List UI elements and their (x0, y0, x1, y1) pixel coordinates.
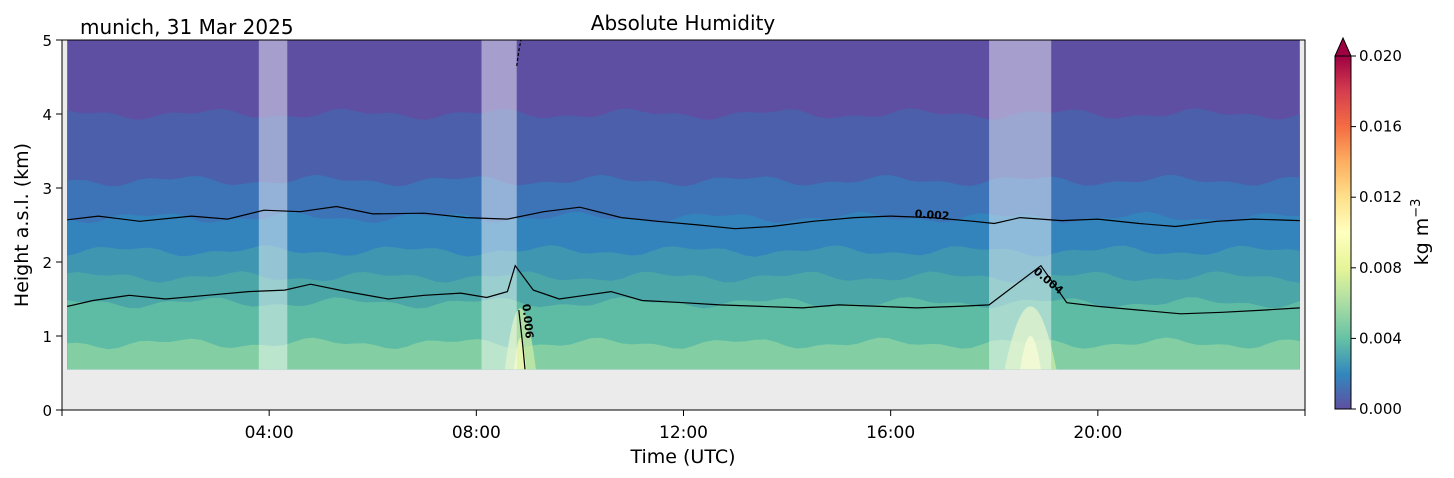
contour-line (516, 40, 522, 66)
y-axis-label: Height a.s.l. (km) (11, 143, 33, 307)
gap-band (481, 40, 517, 370)
gap-bands (258, 40, 1052, 370)
humidity-level-band (67, 337, 1300, 370)
colorbar-tick-label: 0.016 (1359, 118, 1402, 136)
y-axis-ticks: 0 1 2 3 4 5 (42, 32, 62, 420)
x-tick-label: 04:00 (245, 423, 294, 443)
gap-band (258, 40, 288, 370)
y-tick-label: 1 (42, 328, 52, 346)
colorbar-label-exponent: −3 (1409, 199, 1424, 218)
contour-line (67, 264, 1300, 315)
colorbar-tick-label: 0.000 (1359, 400, 1402, 418)
humidity-levels (67, 40, 1300, 370)
moist-plume-core (1020, 336, 1041, 370)
x-tick-label: 08:00 (452, 423, 501, 443)
y-tick-label: 3 (42, 180, 52, 198)
colorbar-ticks: 0.000 0.004 0.008 0.012 0.016 0.020 (1351, 47, 1402, 418)
x-tick-label: 16:00 (866, 423, 915, 443)
colorbar-tick-label: 0.020 (1359, 47, 1402, 65)
x-tick-label: 20:00 (1073, 423, 1122, 443)
gap-band (989, 40, 1052, 370)
contour-line (518, 310, 526, 370)
colorbar-extend-arrow (1334, 36, 1352, 57)
chart-title: Absolute Humidity (591, 11, 776, 35)
y-tick-label: 0 (42, 402, 52, 420)
y-tick-label: 4 (42, 106, 52, 124)
y-tick-label: 5 (42, 32, 52, 50)
y-tick-label: 2 (42, 254, 52, 272)
x-axis-ticks: 04:00 08:00 12:00 16:00 20:00 (61, 410, 1306, 443)
colorbar-body (1334, 55, 1352, 410)
contour-label: 0.002 (914, 207, 950, 222)
colorbar-label: kg m−3 (1409, 199, 1433, 266)
colorbar-tick-label: 0.004 (1359, 329, 1402, 347)
contour-line (67, 205, 1300, 230)
colorbar: 0.000 0.004 0.008 0.012 0.016 0.020 kg m−3 (1334, 36, 1433, 418)
colorbar-tick-label: 0.008 (1359, 259, 1402, 277)
x-tick-label: 12:00 (659, 423, 708, 443)
contour-label: 0.006 (519, 303, 536, 339)
colorbar-tick-label: 0.012 (1359, 188, 1402, 206)
moist-plume-core (514, 337, 527, 370)
chart-subtitle: munich, 31 Mar 2025 (80, 15, 294, 39)
x-axis-label: Time (UTC) (629, 446, 735, 468)
